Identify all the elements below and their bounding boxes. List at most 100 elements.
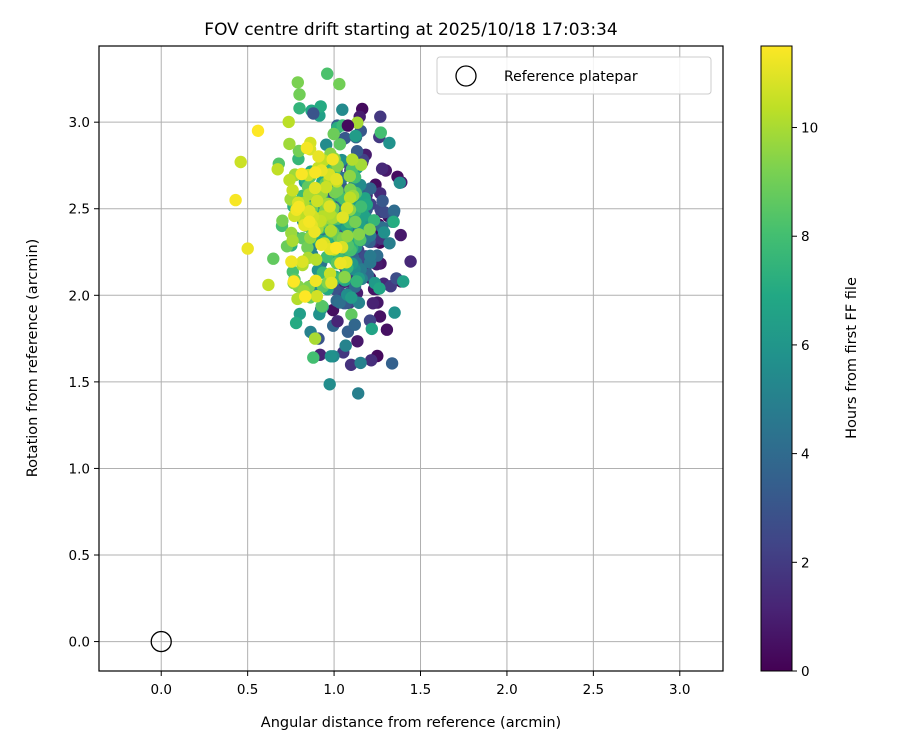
data-point (341, 119, 355, 132)
data-point (301, 241, 314, 254)
data-point (377, 226, 391, 239)
x-tick-label: 1.0 (323, 682, 344, 698)
data-point (325, 276, 338, 290)
data-point (397, 275, 410, 288)
data-point (343, 191, 357, 204)
data-point (340, 202, 354, 215)
y-tick-label: 1.5 (69, 375, 90, 391)
colorbar-tick-label: 0 (801, 664, 810, 680)
x-tick-label: 2.0 (496, 682, 517, 698)
data-point (404, 255, 417, 268)
data-point (333, 296, 346, 309)
data-point (346, 153, 359, 166)
data-point (309, 166, 322, 179)
data-point (365, 354, 378, 367)
data-point (352, 387, 365, 400)
data-point (315, 238, 328, 251)
data-point (348, 318, 361, 331)
colorbar-ticks: 0 2 4 6 8 10 (792, 121, 818, 680)
data-point (229, 193, 242, 207)
colorbar-tick-label: 6 (801, 338, 810, 354)
data-points (150, 67, 417, 653)
data-point (308, 225, 321, 238)
data-point (293, 102, 306, 115)
data-point (330, 173, 343, 186)
data-point (338, 270, 351, 284)
data-point (354, 200, 368, 213)
data-point (282, 115, 295, 129)
data-point (374, 126, 387, 139)
data-point (321, 67, 334, 80)
data-point (293, 88, 306, 101)
data-point (388, 204, 401, 217)
reference-platepar-marker (150, 630, 172, 653)
data-point (307, 107, 320, 120)
data-point (354, 356, 367, 370)
data-point (241, 242, 254, 255)
data-point (311, 194, 324, 208)
data-point (307, 351, 320, 364)
data-point (385, 357, 399, 370)
data-point (330, 241, 343, 254)
data-point (331, 184, 344, 197)
x-axis-label: Angular distance from reference (arcmin) (261, 715, 561, 731)
data-point (286, 184, 299, 197)
data-point (303, 205, 316, 218)
data-point (276, 214, 289, 227)
y-tick-label: 0.0 (69, 635, 90, 651)
data-point (373, 282, 386, 295)
data-point (323, 200, 336, 213)
y-axis-label: Rotation from reference (arcmin) (25, 239, 41, 478)
data-point (287, 275, 300, 288)
data-point (376, 194, 389, 208)
data-point (300, 141, 314, 155)
data-point (334, 257, 347, 270)
data-point (295, 167, 308, 181)
data-point (387, 215, 400, 228)
data-point (351, 116, 364, 129)
data-point (289, 316, 303, 330)
data-point (333, 77, 346, 91)
data-point (327, 127, 340, 141)
x-tick-label: 3.0 (669, 682, 690, 698)
data-point (271, 163, 284, 176)
data-point (283, 173, 296, 187)
data-point (366, 297, 380, 310)
data-point (333, 138, 347, 151)
data-point (323, 267, 337, 280)
y-tick-label: 1.0 (69, 461, 90, 477)
data-point (351, 335, 364, 348)
data-point (291, 76, 304, 89)
data-point (365, 322, 378, 336)
x-gridlines (160, 46, 681, 671)
x-tick-label: 0.0 (150, 682, 171, 698)
colorbar-tick-label: 8 (801, 229, 810, 245)
data-point (262, 278, 275, 292)
data-point (323, 378, 336, 391)
data-point (296, 255, 309, 268)
data-point (308, 181, 322, 195)
legend-box (436, 56, 712, 95)
data-point (350, 275, 363, 288)
colorbar: 0 2 4 6 8 10 Hours from first FF file (760, 45, 860, 680)
data-point (349, 215, 362, 229)
data-point (309, 274, 322, 287)
data-point (345, 291, 358, 304)
data-point (373, 310, 387, 323)
data-point (344, 358, 358, 371)
data-point (343, 169, 356, 183)
data-point (310, 290, 324, 303)
y-tick-label: 3.0 (69, 115, 90, 131)
data-point (339, 339, 352, 352)
legend-marker-circle (455, 65, 477, 87)
y-tick-label: 0.5 (69, 548, 90, 564)
data-point (352, 228, 366, 241)
y-axis-ticks: 0.0 0.5 1.0 1.5 2.0 2.5 3.0 (69, 115, 99, 651)
colorbar-gradient (760, 45, 793, 672)
data-point (383, 136, 396, 150)
data-point (394, 228, 407, 242)
data-point (285, 255, 298, 268)
data-point (393, 176, 406, 189)
data-point (251, 124, 265, 137)
